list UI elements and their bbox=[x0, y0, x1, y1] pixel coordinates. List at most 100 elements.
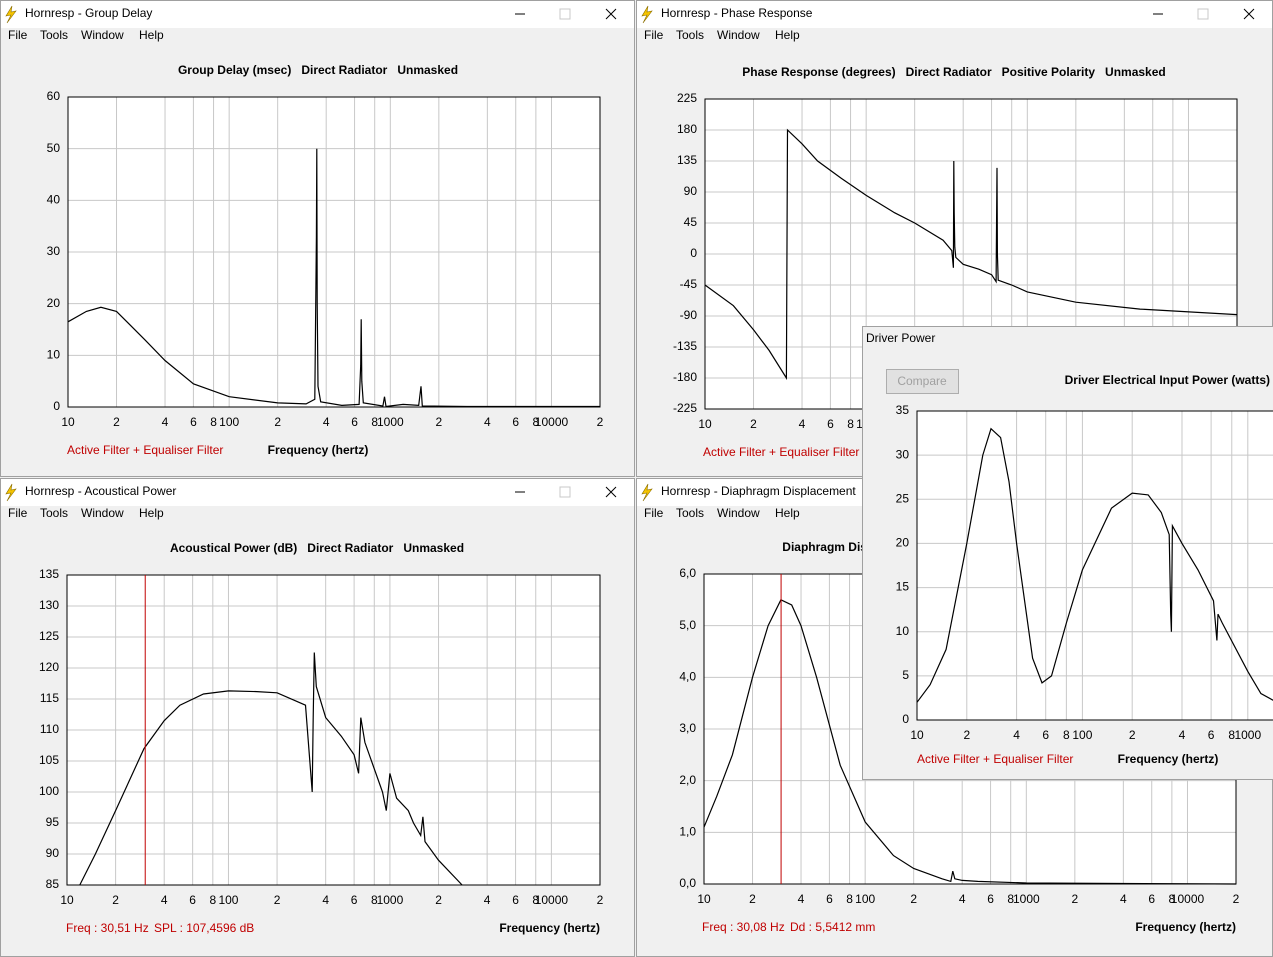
y-tick-label: 45 bbox=[684, 215, 698, 229]
y-tick-label: 0 bbox=[53, 399, 60, 413]
y-tick-label: 125 bbox=[39, 629, 59, 643]
compare-button[interactable] bbox=[886, 369, 959, 394]
chart-title: Acoustical Power (dB) Direct Radiator Un… bbox=[170, 541, 464, 555]
x-tick-label: 2 bbox=[1233, 892, 1240, 906]
x-tick-label: 4 bbox=[161, 893, 168, 907]
response-curve bbox=[79, 652, 463, 886]
menu-item[interactable]: File bbox=[8, 506, 28, 520]
menu-item[interactable]: File bbox=[8, 28, 28, 42]
window-title: Hornresp - Acoustical Power bbox=[25, 484, 176, 498]
title-bar bbox=[1, 479, 634, 506]
x-tick-label: 10000 bbox=[535, 415, 569, 429]
menu-item[interactable]: Tools bbox=[676, 28, 704, 42]
window: Hornresp - Group Delay File Tools Window Hel… bbox=[0, 0, 635, 477]
title-bar bbox=[863, 327, 1273, 352]
x-tick-label: 2 bbox=[274, 415, 281, 429]
cursor-readout: Freq : 30,51 Hz bbox=[66, 921, 149, 935]
x-tick-label: 10 bbox=[61, 415, 75, 429]
close-button[interactable] bbox=[605, 8, 617, 20]
plot-border bbox=[67, 96, 601, 408]
y-tick-label: 85 bbox=[46, 877, 60, 891]
chart-title: Group Delay (msec) Direct Radiator Unmas… bbox=[178, 63, 458, 77]
y-tick-label: 0,0 bbox=[679, 876, 696, 890]
x-axis-label: Frequency (hertz) bbox=[1135, 920, 1236, 934]
y-tick-label: 30 bbox=[47, 244, 61, 258]
y-tick-label: 95 bbox=[46, 815, 60, 829]
plot-border bbox=[66, 574, 601, 886]
maximize-button[interactable] bbox=[559, 8, 571, 20]
menu-item[interactable]: Help bbox=[139, 28, 164, 42]
x-tick-label: 10 bbox=[910, 728, 924, 742]
y-tick-label: 0 bbox=[902, 712, 909, 726]
response-curve bbox=[916, 427, 1273, 703]
y-tick-label: 4,0 bbox=[679, 670, 696, 684]
title-bar bbox=[637, 1, 1272, 28]
menu-item[interactable]: File bbox=[644, 28, 664, 42]
window-title: Hornresp - Phase Response bbox=[661, 6, 813, 20]
x-tick-label: 4 bbox=[1120, 892, 1127, 906]
x-tick-label: 2 bbox=[749, 892, 756, 906]
y-tick-label: -90 bbox=[680, 308, 698, 322]
maximize-button[interactable] bbox=[559, 486, 571, 498]
menu-item[interactable]: Help bbox=[139, 506, 164, 520]
menu-item[interactable]: Help bbox=[775, 28, 800, 42]
y-tick-label: -225 bbox=[673, 401, 697, 415]
x-tick-label: 10000 bbox=[1171, 892, 1205, 906]
compare-label[interactable]: Compare bbox=[897, 374, 947, 388]
window-title: Hornresp - Group Delay bbox=[25, 6, 152, 20]
x-tick-label: 4 bbox=[484, 893, 491, 907]
window-title: Hornresp - Diaphragm Displacement bbox=[661, 484, 856, 498]
y-tick-label: 115 bbox=[40, 691, 59, 705]
menu-item[interactable]: Window bbox=[717, 28, 760, 42]
app-icon bbox=[641, 5, 653, 24]
x-tick-label: 8 bbox=[371, 415, 378, 429]
x-tick-label: 4 bbox=[798, 892, 805, 906]
x-tick-label: 4 bbox=[959, 892, 966, 906]
menu-item[interactable]: Window bbox=[81, 28, 124, 42]
y-tick-label: 50 bbox=[47, 141, 61, 155]
y-tick-label: 225 bbox=[677, 91, 697, 105]
response-curve bbox=[704, 128, 1238, 381]
response-curve bbox=[67, 148, 600, 408]
x-tick-label: 8 bbox=[1007, 892, 1014, 906]
window: Driver Power Compare Driver Electrical Inp… bbox=[862, 326, 1273, 780]
filter-note: Active Filter + Equaliser Filter bbox=[703, 445, 859, 459]
menu-item[interactable]: Tools bbox=[40, 506, 68, 520]
y-tick-label: 20 bbox=[896, 536, 910, 550]
x-tick-label: 2 bbox=[750, 417, 757, 431]
x-tick-label: 6 bbox=[987, 892, 994, 906]
y-tick-label: 15 bbox=[896, 580, 910, 594]
close-button[interactable] bbox=[605, 486, 617, 498]
x-tick-label: 100 bbox=[855, 892, 875, 906]
x-tick-label: 2 bbox=[274, 893, 281, 907]
filter-note: Active Filter + Equaliser Filter bbox=[917, 752, 1073, 766]
x-tick-label: 1000 bbox=[1234, 728, 1261, 742]
x-tick-label: 6 bbox=[189, 893, 196, 907]
y-tick-label: 20 bbox=[47, 296, 61, 310]
y-tick-label: 0 bbox=[690, 246, 697, 260]
y-tick-label: 135 bbox=[677, 153, 697, 167]
y-tick-label: 2,0 bbox=[679, 773, 696, 787]
x-tick-label: 1000 bbox=[1013, 892, 1040, 906]
x-tick-label: 8 bbox=[209, 893, 216, 907]
x-axis-label: Frequency (hertz) bbox=[499, 921, 600, 935]
window-title: Driver Power bbox=[866, 331, 935, 345]
plot-border bbox=[916, 410, 1273, 721]
x-tick-label: 2 bbox=[113, 415, 120, 429]
y-tick-label: 90 bbox=[684, 184, 698, 198]
menu-item[interactable]: Tools bbox=[40, 28, 68, 42]
menu-item[interactable]: Help bbox=[775, 506, 800, 520]
menu-item[interactable]: Window bbox=[717, 506, 760, 520]
response-curve bbox=[703, 599, 1237, 885]
x-tick-label: 2 bbox=[435, 415, 442, 429]
x-tick-label: 8 bbox=[846, 892, 853, 906]
x-tick-label: 6 bbox=[1148, 892, 1155, 906]
close-button[interactable] bbox=[1243, 8, 1255, 20]
menu-item[interactable]: Window bbox=[81, 506, 124, 520]
filter-note: Active Filter + Equaliser Filter bbox=[67, 443, 223, 457]
maximize-button[interactable] bbox=[1197, 8, 1209, 20]
cursor-readout: SPL : 107,4596 dB bbox=[154, 921, 254, 935]
x-tick-label: 8 bbox=[847, 417, 854, 431]
menu-item[interactable]: Tools bbox=[676, 506, 704, 520]
menu-item[interactable]: File bbox=[644, 506, 664, 520]
